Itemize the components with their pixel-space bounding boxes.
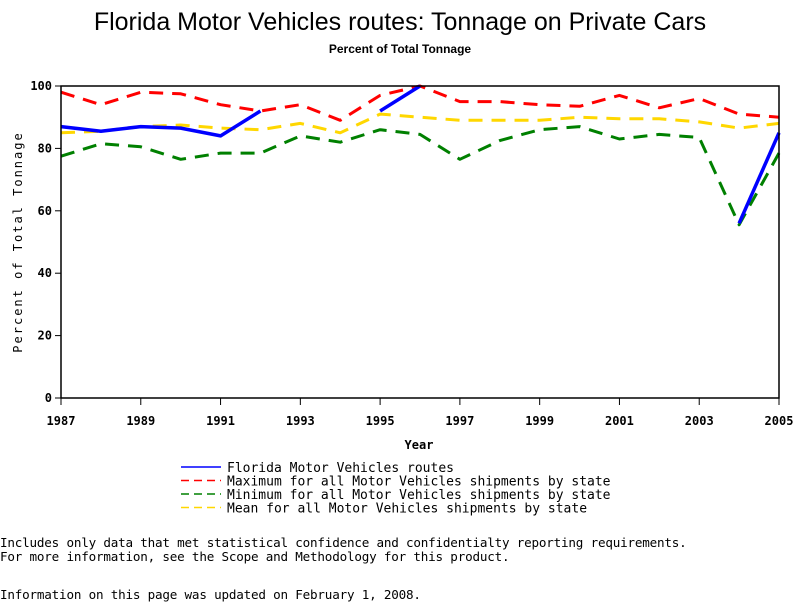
plot-frame (61, 86, 779, 398)
chart-subtitle: Percent of Total Tonnage (329, 42, 472, 56)
x-tick-label: 2001 (605, 414, 634, 428)
footnote-confidence: Includes only data that met statistical … (0, 536, 687, 550)
y-tick-label: 20 (38, 329, 52, 343)
y-tick-label: 40 (38, 266, 52, 280)
y-tick-label: 60 (38, 204, 52, 218)
series-line (61, 86, 779, 120)
y-tick-label: 80 (38, 141, 52, 155)
y-tick-label: 0 (45, 391, 52, 405)
x-tick-label: 1997 (445, 414, 474, 428)
y-tick-label: 100 (30, 79, 52, 93)
x-tick-label: 2003 (685, 414, 714, 428)
y-axis-label: Percent of Total Tonnage (11, 131, 25, 352)
footnote-methodology: For more information, see the Scope and … (0, 550, 509, 564)
x-tick-label: 1991 (206, 414, 235, 428)
chart-title: Florida Motor Vehicles routes: Tonnage o… (94, 8, 706, 36)
series-0 (61, 86, 779, 223)
series-2 (61, 127, 779, 225)
legend-label: Mean for all Motor Vehicles shipments by… (227, 502, 587, 517)
x-axis: 1987 1989 1991 1993 1995 1997 1999 2001 2003 2005 (47, 398, 794, 428)
x-tick-label: 1999 (525, 414, 554, 428)
x-tick-label: 1993 (286, 414, 315, 428)
series-layer (61, 86, 779, 225)
x-tick-label: 1989 (126, 414, 155, 428)
y-axis: 0 20 40 60 80 100 (30, 79, 61, 405)
x-axis-label: Year (405, 438, 434, 452)
series-3 (61, 114, 779, 133)
series-line (739, 133, 779, 224)
series-line (61, 114, 779, 133)
series-1 (61, 86, 779, 120)
series-line (61, 127, 779, 225)
x-tick-label: 1995 (366, 414, 395, 428)
x-tick-label: 2005 (765, 414, 794, 428)
x-tick-label: 1987 (47, 414, 76, 428)
